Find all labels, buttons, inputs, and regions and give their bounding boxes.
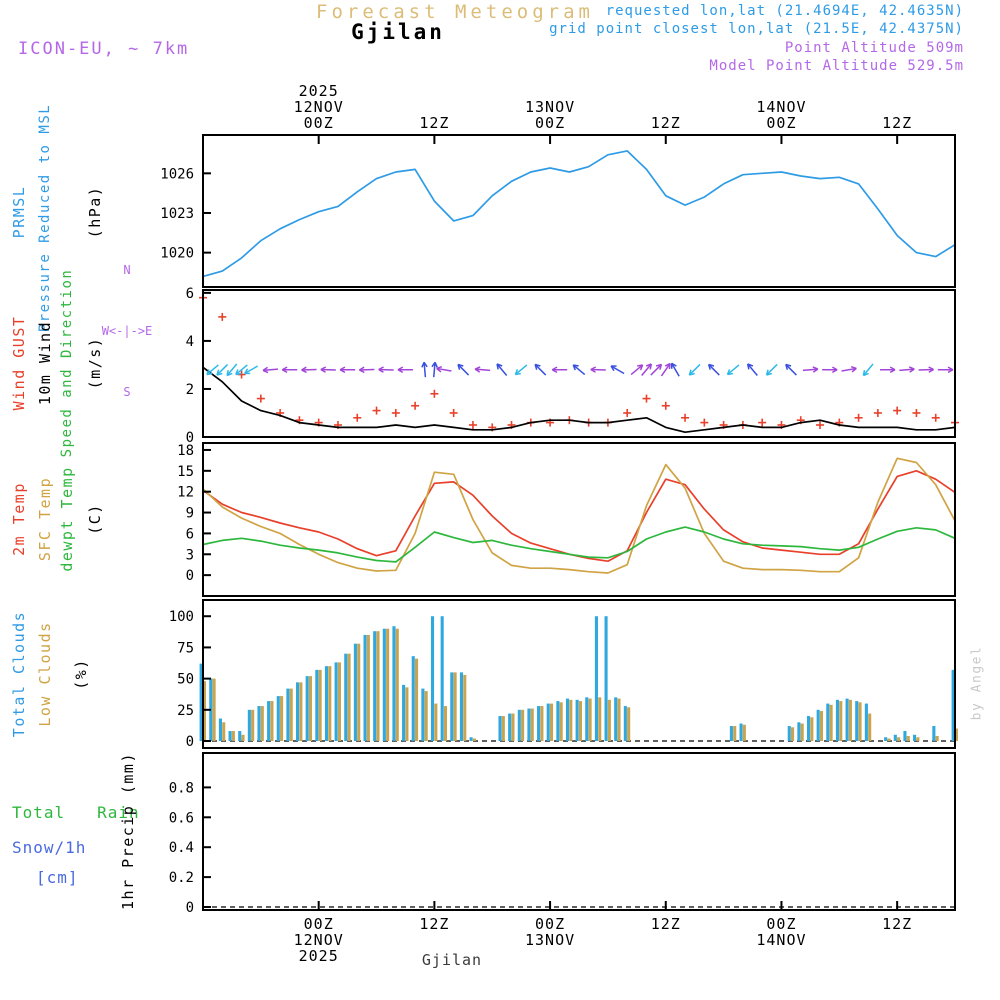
total-rain-label: Total Rain [12, 803, 140, 822]
compass-west-east-label: W<-|->E [101, 323, 153, 338]
svg-text:13NOV: 13NOV [525, 931, 575, 949]
low-clouds-series-label: Low Clouds [36, 621, 54, 727]
svg-text:0.8: 0.8 [169, 780, 194, 796]
svg-text:14NOV: 14NOV [756, 98, 806, 116]
pressure-series-label: PRMSL [10, 185, 28, 239]
wind-direction-arrows [206, 361, 954, 378]
point-altitude-label: Point Altitude 509m [784, 40, 964, 56]
gust-series-label: Wind GUST [10, 315, 28, 411]
svg-text:12NOV: 12NOV [294, 98, 344, 116]
svg-text:00Z: 00Z [535, 114, 565, 132]
t2m-series-label: 2m Temp [10, 482, 28, 556]
svg-text:25: 25 [177, 703, 194, 719]
watermark: by Angel [969, 645, 985, 721]
wind-speed-dir-label: Speed and Direction [59, 268, 75, 458]
svg-text:14NOV: 14NOV [756, 931, 806, 949]
svg-text:75: 75 [177, 640, 194, 656]
wind10-series-label: 10m Wind [36, 320, 54, 406]
svg-text:2025: 2025 [299, 947, 339, 965]
total-clouds-series-label: Total Clouds [10, 610, 28, 738]
svg-text:0: 0 [186, 430, 194, 446]
svg-text:2025: 2025 [299, 82, 339, 100]
svg-text:00Z: 00Z [766, 915, 796, 933]
precip-axis-label: 1hr Precip (mm) [119, 752, 137, 910]
svg-text:3: 3 [186, 547, 194, 563]
footer-station-label: Gjilan [421, 951, 483, 969]
svg-text:13NOV: 13NOV [525, 98, 575, 116]
svg-text:0: 0 [186, 568, 194, 584]
svg-text:0: 0 [186, 900, 194, 916]
svg-text:18: 18 [177, 443, 194, 459]
pressure-long-label: Pressure Reduced to MSL [37, 103, 53, 333]
compass-north-label: N [123, 262, 131, 277]
requested-coords-label: requested lon,lat (21.4694E, 42.4635N) [605, 3, 964, 19]
panel-temperature: 0 3 6 9 12 15 18 [177, 442, 956, 597]
panel-precip: 0 0.2 0.4 0.6 0.8 [169, 752, 956, 916]
panel-clouds: 0 25 50 75 100 [169, 599, 958, 750]
svg-text:9: 9 [186, 506, 194, 522]
temp-units-label: (C) [86, 503, 104, 535]
svg-text:0.4: 0.4 [169, 840, 194, 856]
model-label: ICON-EU, ~ 7km [18, 39, 190, 59]
svg-text:6: 6 [186, 286, 194, 302]
svg-text:2: 2 [186, 382, 194, 398]
svg-text:00Z: 00Z [304, 915, 334, 933]
clouds-units-label: (%) [72, 658, 90, 690]
model-altitude-label: Model Point Altitude 529.5m [709, 58, 964, 74]
cm-units-label: [cm] [36, 868, 79, 887]
svg-text:100: 100 [169, 609, 194, 625]
wind-compass: N W<-|->E S [102, 219, 153, 443]
svg-text:0.2: 0.2 [169, 870, 194, 886]
snow-label: Snow/1h [12, 838, 87, 857]
svg-text:12Z: 12Z [882, 915, 912, 933]
svg-text:12Z: 12Z [419, 915, 449, 933]
svg-text:6: 6 [186, 526, 194, 542]
svg-text:12Z: 12Z [882, 114, 912, 132]
svg-text:12Z: 12Z [651, 114, 681, 132]
svg-text:50: 50 [177, 672, 194, 688]
svg-text:00Z: 00Z [766, 114, 796, 132]
svg-text:0: 0 [186, 734, 194, 750]
plot-title: Forecast Meteogram [316, 1, 594, 23]
svg-text:00Z: 00Z [304, 114, 334, 132]
panel-pressure: 1020 1023 1026 [160, 134, 956, 288]
svg-text:4: 4 [186, 334, 194, 350]
x-axis: 202512NOV00Z00Z12NOV202512Z12Z13NOV00Z00… [294, 82, 912, 965]
svg-text:1023: 1023 [160, 206, 194, 222]
station-title: Gjilan [351, 20, 445, 44]
svg-text:12NOV: 12NOV [294, 931, 344, 949]
svg-text:12: 12 [177, 485, 194, 501]
compass-south-label: S [123, 384, 131, 399]
grid-point-coords-label: grid point closest lon,lat (21.5E, 42.43… [549, 21, 964, 37]
sfc-temp-series-label: SFC Temp [36, 476, 54, 562]
svg-text:1026: 1026 [160, 166, 194, 182]
svg-text:1020: 1020 [160, 246, 194, 262]
panel-wind: 0 2 4 6 [186, 286, 959, 446]
svg-text:00Z: 00Z [535, 915, 565, 933]
dewpoint-series-label: dewpt Temp [58, 466, 76, 572]
svg-text:12Z: 12Z [419, 114, 449, 132]
svg-text:0.6: 0.6 [169, 810, 194, 826]
svg-text:15: 15 [177, 464, 194, 480]
svg-text:12Z: 12Z [651, 915, 681, 933]
